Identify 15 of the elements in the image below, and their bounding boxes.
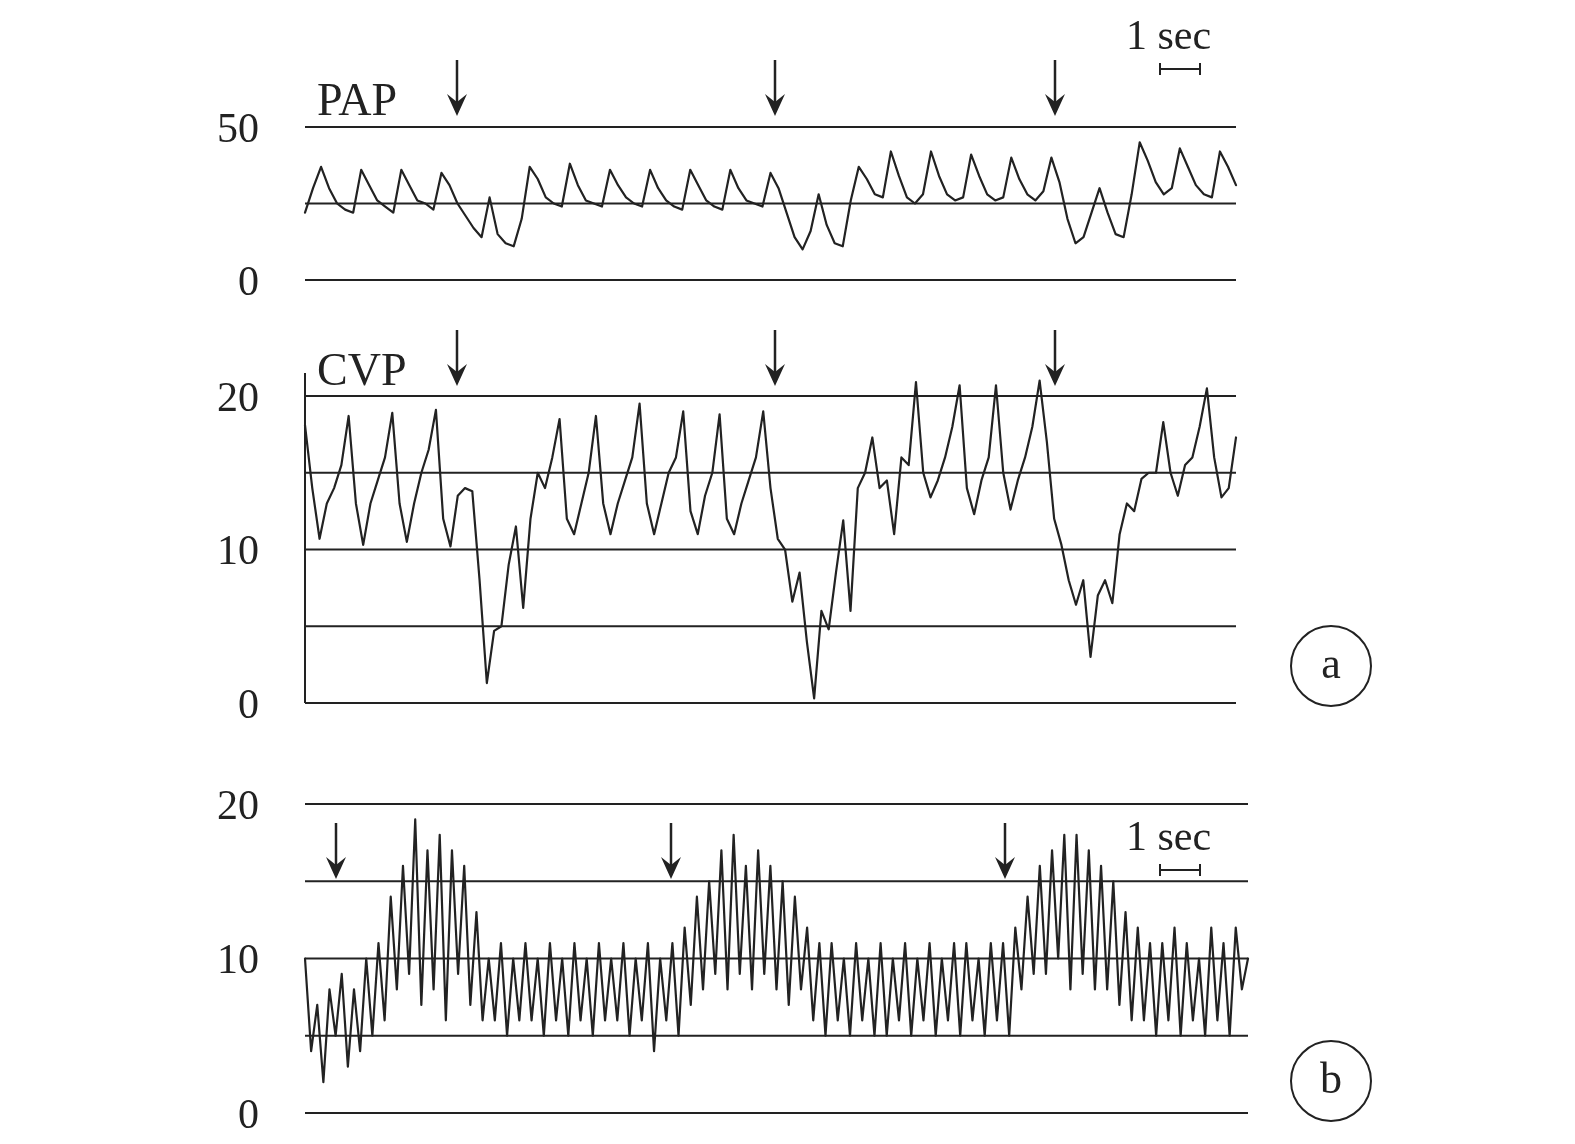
y-tick-label: 50 [217, 104, 259, 151]
y-tick-label: 0 [238, 1090, 259, 1137]
annotation: 1 sec [1126, 813, 1212, 859]
legend-label: CVP [317, 344, 407, 396]
y-tick-label: 20 [217, 373, 259, 420]
y-tick-label: 10 [217, 527, 259, 574]
y-tick-label: 0 [238, 257, 259, 304]
y-tick-label: 0 [238, 680, 259, 727]
text: a [1320, 639, 1342, 688]
legend-label: PAP [317, 74, 398, 126]
line-series [303, 141, 1238, 251]
y-tick-label: 20 [217, 781, 259, 828]
text: b [1319, 1054, 1343, 1103]
y-tick-label: 10 [217, 936, 259, 983]
text: 1 sec [1126, 12, 1212, 58]
